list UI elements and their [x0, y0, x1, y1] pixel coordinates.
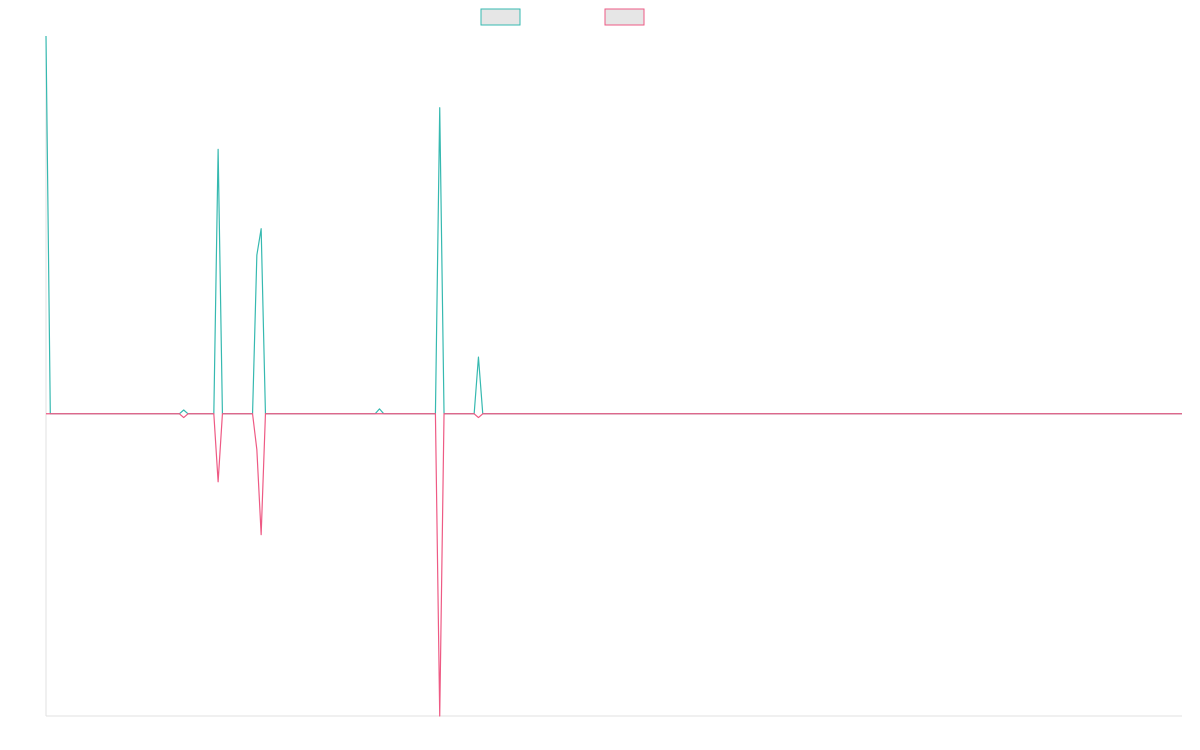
series-line	[46, 413, 1182, 717]
legend-swatch[interactable]	[604, 8, 645, 26]
legend-swatch[interactable]	[480, 8, 521, 26]
series-line	[45, 35, 1182, 415]
